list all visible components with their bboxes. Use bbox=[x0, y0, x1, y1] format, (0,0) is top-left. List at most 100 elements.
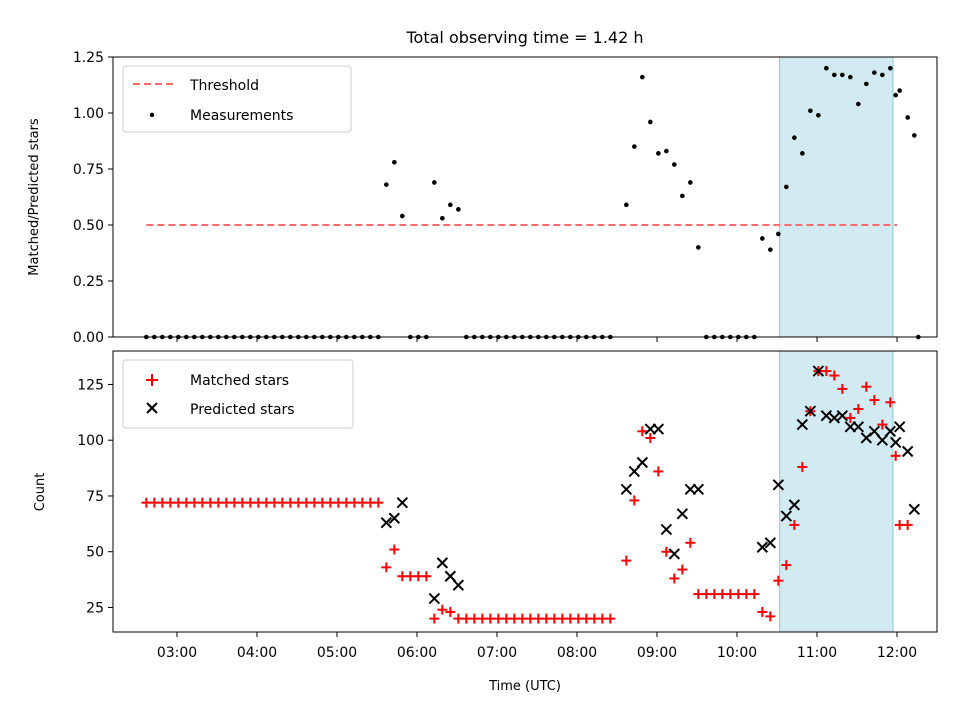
measurement-point bbox=[832, 72, 837, 78]
predicted-star-marker bbox=[780, 510, 793, 522]
matched-star-marker bbox=[669, 573, 680, 584]
matched-star-marker bbox=[902, 519, 913, 530]
matched-star-marker bbox=[677, 564, 688, 575]
predicted-star-marker bbox=[428, 592, 441, 605]
predicted-star-marker bbox=[388, 512, 401, 524]
matched-star-marker bbox=[445, 606, 456, 617]
x-tick-label: 09:00 bbox=[637, 645, 677, 661]
x-tick-label: 10:00 bbox=[717, 645, 757, 661]
measurement-point bbox=[905, 115, 910, 120]
bottom-x-ticks: 03:00 04:00 05:00 06:00 07:00 08:00 09:00 10:00… bbox=[157, 632, 917, 661]
legend-matched-label: Matched stars bbox=[190, 373, 289, 389]
predicted-star-marker bbox=[828, 412, 841, 424]
legend-threshold-label: Threshold bbox=[189, 78, 259, 94]
predicted-star-marker bbox=[436, 557, 449, 569]
measurement-point bbox=[864, 81, 869, 87]
measurement-point bbox=[632, 144, 637, 149]
matched-star-marker bbox=[877, 419, 888, 430]
measurement-point bbox=[800, 151, 805, 156]
measurement-point bbox=[680, 193, 685, 199]
predicted-star-marker bbox=[444, 570, 457, 582]
matched-star-marker bbox=[645, 432, 656, 443]
bottom-y-tick-label: 75 bbox=[86, 489, 104, 505]
matched-star-marker bbox=[773, 575, 784, 586]
matched-star-marker bbox=[861, 381, 872, 392]
predicted-star-marker bbox=[884, 425, 897, 437]
measurement-point bbox=[664, 148, 669, 154]
predicted-star-marker bbox=[380, 517, 393, 529]
predicted-star-marker bbox=[620, 483, 633, 495]
predicted-star-marker bbox=[628, 465, 641, 478]
matched-star-marker bbox=[797, 461, 808, 472]
predicted-star-marker bbox=[820, 409, 833, 422]
matched-star-marker bbox=[885, 397, 896, 408]
predicted-star-marker bbox=[652, 423, 665, 435]
x-tick-label: 12:00 bbox=[877, 645, 917, 661]
predicted-star-marker bbox=[796, 418, 809, 431]
measurement-point bbox=[640, 74, 645, 80]
matched-star-marker bbox=[629, 495, 640, 506]
measurement-point bbox=[440, 215, 445, 221]
predicted-stars-series bbox=[380, 365, 921, 605]
matched-star-marker bbox=[421, 571, 432, 582]
top-y-tick-label: 0.00 bbox=[73, 330, 104, 346]
panel-top-frame bbox=[112, 56, 938, 338]
bottom-y-ticks: 25 50 75 100 125 bbox=[77, 377, 113, 616]
panel-bottom-frame bbox=[112, 350, 938, 633]
x-tick-label: 08:00 bbox=[557, 645, 597, 661]
predicted-star-marker bbox=[868, 425, 881, 437]
measurement-point bbox=[840, 72, 845, 78]
matched-star-marker bbox=[661, 546, 672, 557]
top-y-tick-label: 1.00 bbox=[73, 106, 104, 122]
matched-star-marker bbox=[429, 613, 440, 624]
matched-star-marker bbox=[685, 537, 696, 548]
predicted-star-marker bbox=[804, 405, 817, 417]
measurement-point bbox=[624, 202, 629, 208]
predicted-star-marker bbox=[676, 508, 689, 520]
predicted-star-marker bbox=[876, 434, 889, 446]
predicted-star-marker bbox=[893, 421, 906, 433]
x-tick-label: 04:00 bbox=[237, 645, 277, 661]
predicted-star-marker bbox=[692, 483, 705, 495]
top-y-tick-label: 0.50 bbox=[73, 218, 104, 234]
matched-star-marker bbox=[757, 606, 768, 617]
matched-star-marker bbox=[821, 366, 832, 377]
measurement-point bbox=[384, 182, 389, 187]
measurement-point bbox=[672, 162, 677, 167]
measurement-point bbox=[888, 65, 893, 71]
top-y-axis-label: Matched/Predicted stars bbox=[27, 118, 42, 276]
measurement-point bbox=[856, 101, 861, 107]
matched-star-marker bbox=[890, 450, 901, 461]
predicted-star-marker bbox=[901, 445, 914, 458]
top-x-ticks bbox=[176, 337, 898, 342]
legend-bottom: Matched stars Predicted stars bbox=[122, 359, 354, 429]
predicted-star-marker bbox=[396, 496, 409, 509]
measurement-point bbox=[392, 159, 397, 165]
measurement-point bbox=[848, 74, 853, 80]
measurement-point bbox=[696, 245, 701, 250]
measurement-point bbox=[912, 133, 917, 138]
legend-predicted-swatch bbox=[146, 402, 158, 414]
matched-star-marker bbox=[781, 560, 792, 571]
predicted-star-marker bbox=[852, 421, 865, 433]
matched-star-marker bbox=[853, 403, 864, 414]
measurement-point bbox=[448, 202, 453, 208]
bottom-y-axis-label: Count bbox=[33, 473, 48, 512]
top-y-tick-label: 0.75 bbox=[73, 162, 104, 178]
matched-star-marker bbox=[637, 426, 648, 437]
legend-top-box bbox=[122, 65, 352, 133]
x-tick-label: 07:00 bbox=[477, 645, 517, 661]
predicted-star-marker bbox=[836, 409, 849, 422]
predicted-star-marker bbox=[452, 579, 465, 591]
matched-star-marker bbox=[437, 604, 448, 615]
highlight-span-top bbox=[779, 56, 894, 338]
predicted-star-marker bbox=[668, 548, 681, 560]
predicted-star-marker bbox=[788, 499, 801, 511]
x-tick-label: 03:00 bbox=[157, 645, 197, 661]
predicted-star-marker bbox=[908, 503, 921, 516]
legend-bottom-box bbox=[122, 359, 354, 429]
highlight-span-bottom bbox=[779, 350, 894, 633]
chart-title: Total observing time = 1.42 h bbox=[405, 28, 643, 47]
legend-predicted-label: Predicted stars bbox=[190, 402, 295, 418]
